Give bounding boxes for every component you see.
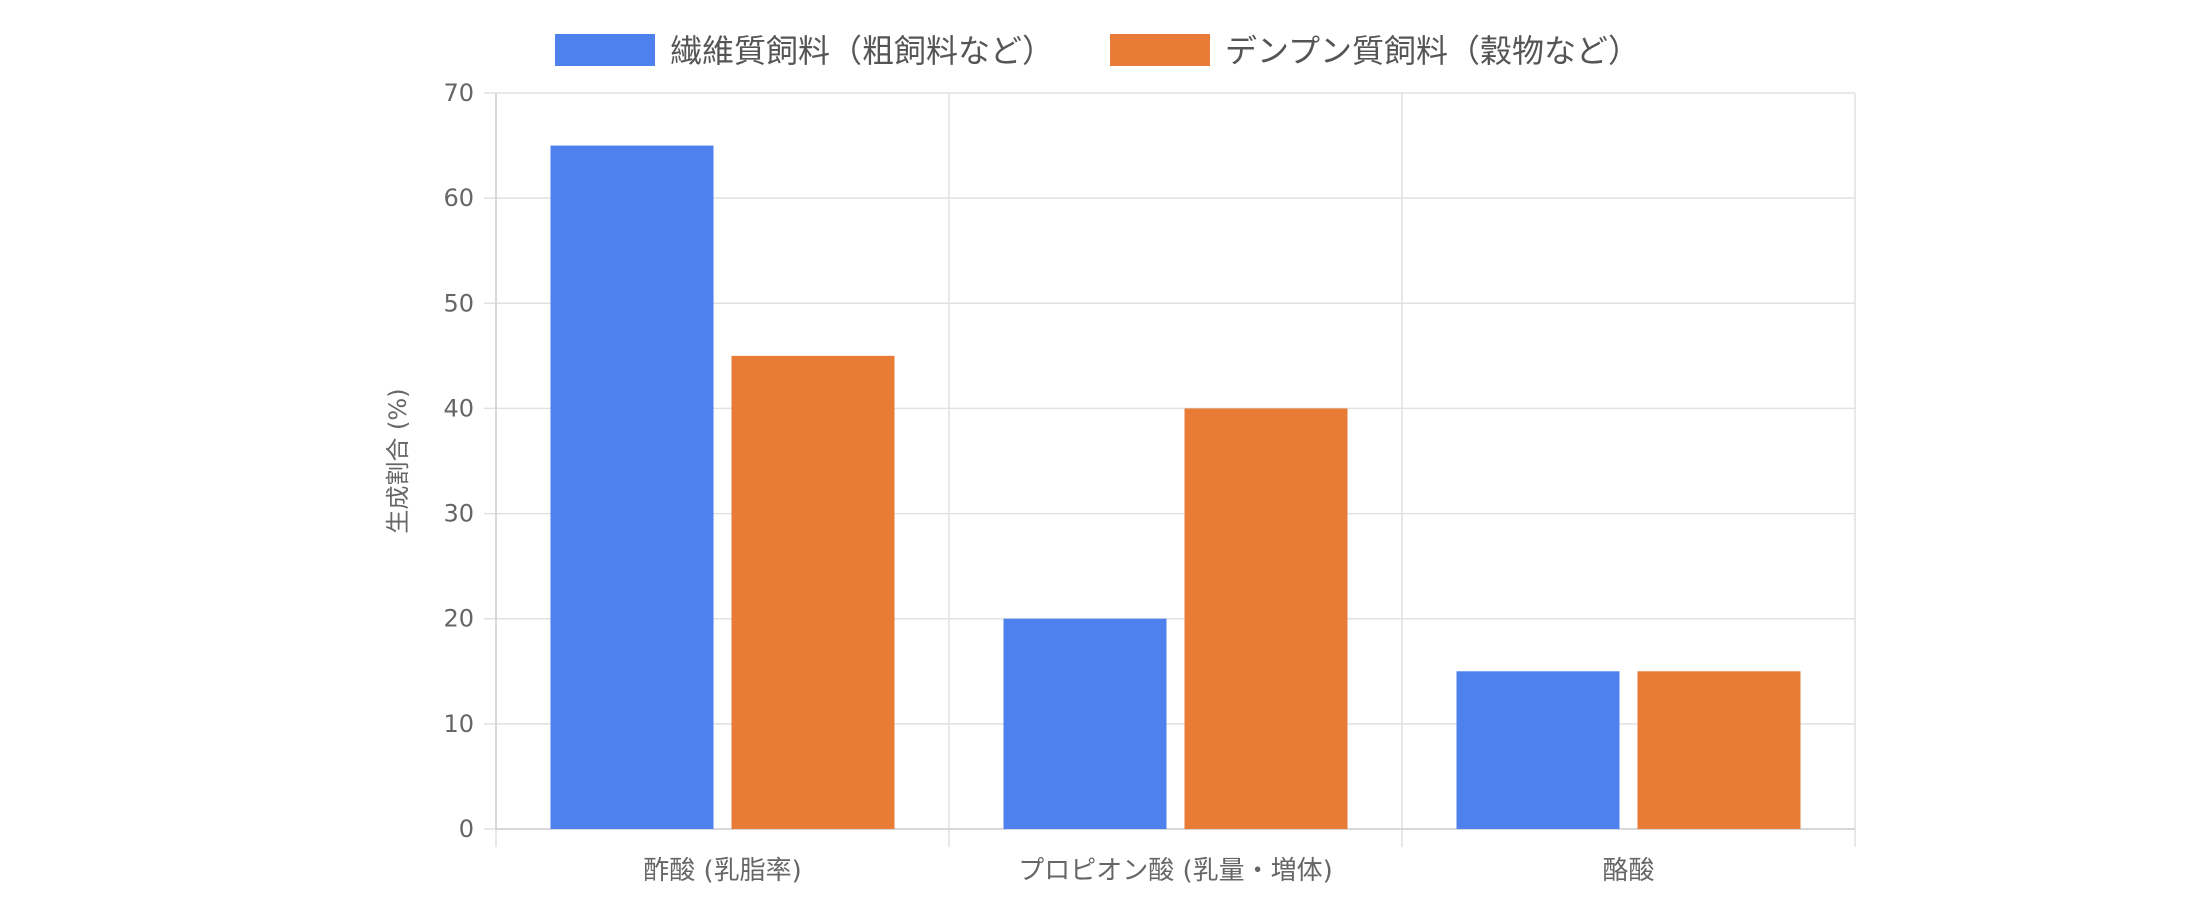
x-tick-label: プロピオン酸 (乳量・増体) bbox=[1018, 856, 1333, 886]
legend-swatch[interactable] bbox=[555, 34, 655, 66]
y-tick-label: 0 bbox=[459, 815, 474, 843]
bars bbox=[550, 145, 1801, 830]
x-tick-label: 酪酸 bbox=[1602, 856, 1654, 886]
legend-label[interactable]: デンプン質飼料（穀物など） bbox=[1225, 32, 1640, 70]
y-tick-label: 70 bbox=[443, 79, 474, 107]
y-tick-label: 10 bbox=[443, 710, 474, 738]
y-tick-label: 20 bbox=[443, 605, 474, 633]
bar[interactable] bbox=[731, 355, 895, 829]
legend-swatch[interactable] bbox=[1110, 34, 1210, 66]
legend: 繊維質飼料（粗飼料など） デンプン質飼料（穀物など） bbox=[555, 32, 1640, 70]
bar[interactable] bbox=[550, 145, 714, 830]
axes bbox=[495, 93, 1855, 830]
bar[interactable] bbox=[1003, 618, 1167, 829]
y-tick-label: 30 bbox=[443, 500, 474, 528]
y-tick-label: 40 bbox=[443, 394, 474, 422]
y-axis-title: 生成割合 (%) bbox=[384, 388, 412, 533]
bar[interactable] bbox=[1637, 671, 1801, 829]
y-tick-label: 50 bbox=[443, 289, 474, 317]
axis-labels: 0 10 20 30 40 50 60 70 酢酸 (乳脂率) プロピオン酸 (乳量・増体) 酪酸 生… bbox=[384, 79, 1655, 886]
legend-label[interactable]: 繊維質飼料（粗飼料など） bbox=[670, 32, 1054, 70]
bar[interactable] bbox=[1184, 408, 1348, 829]
x-tick-label: 酢酸 (乳脂率) bbox=[643, 856, 802, 886]
y-tick-label: 60 bbox=[443, 184, 474, 212]
bar[interactable] bbox=[1456, 671, 1620, 829]
